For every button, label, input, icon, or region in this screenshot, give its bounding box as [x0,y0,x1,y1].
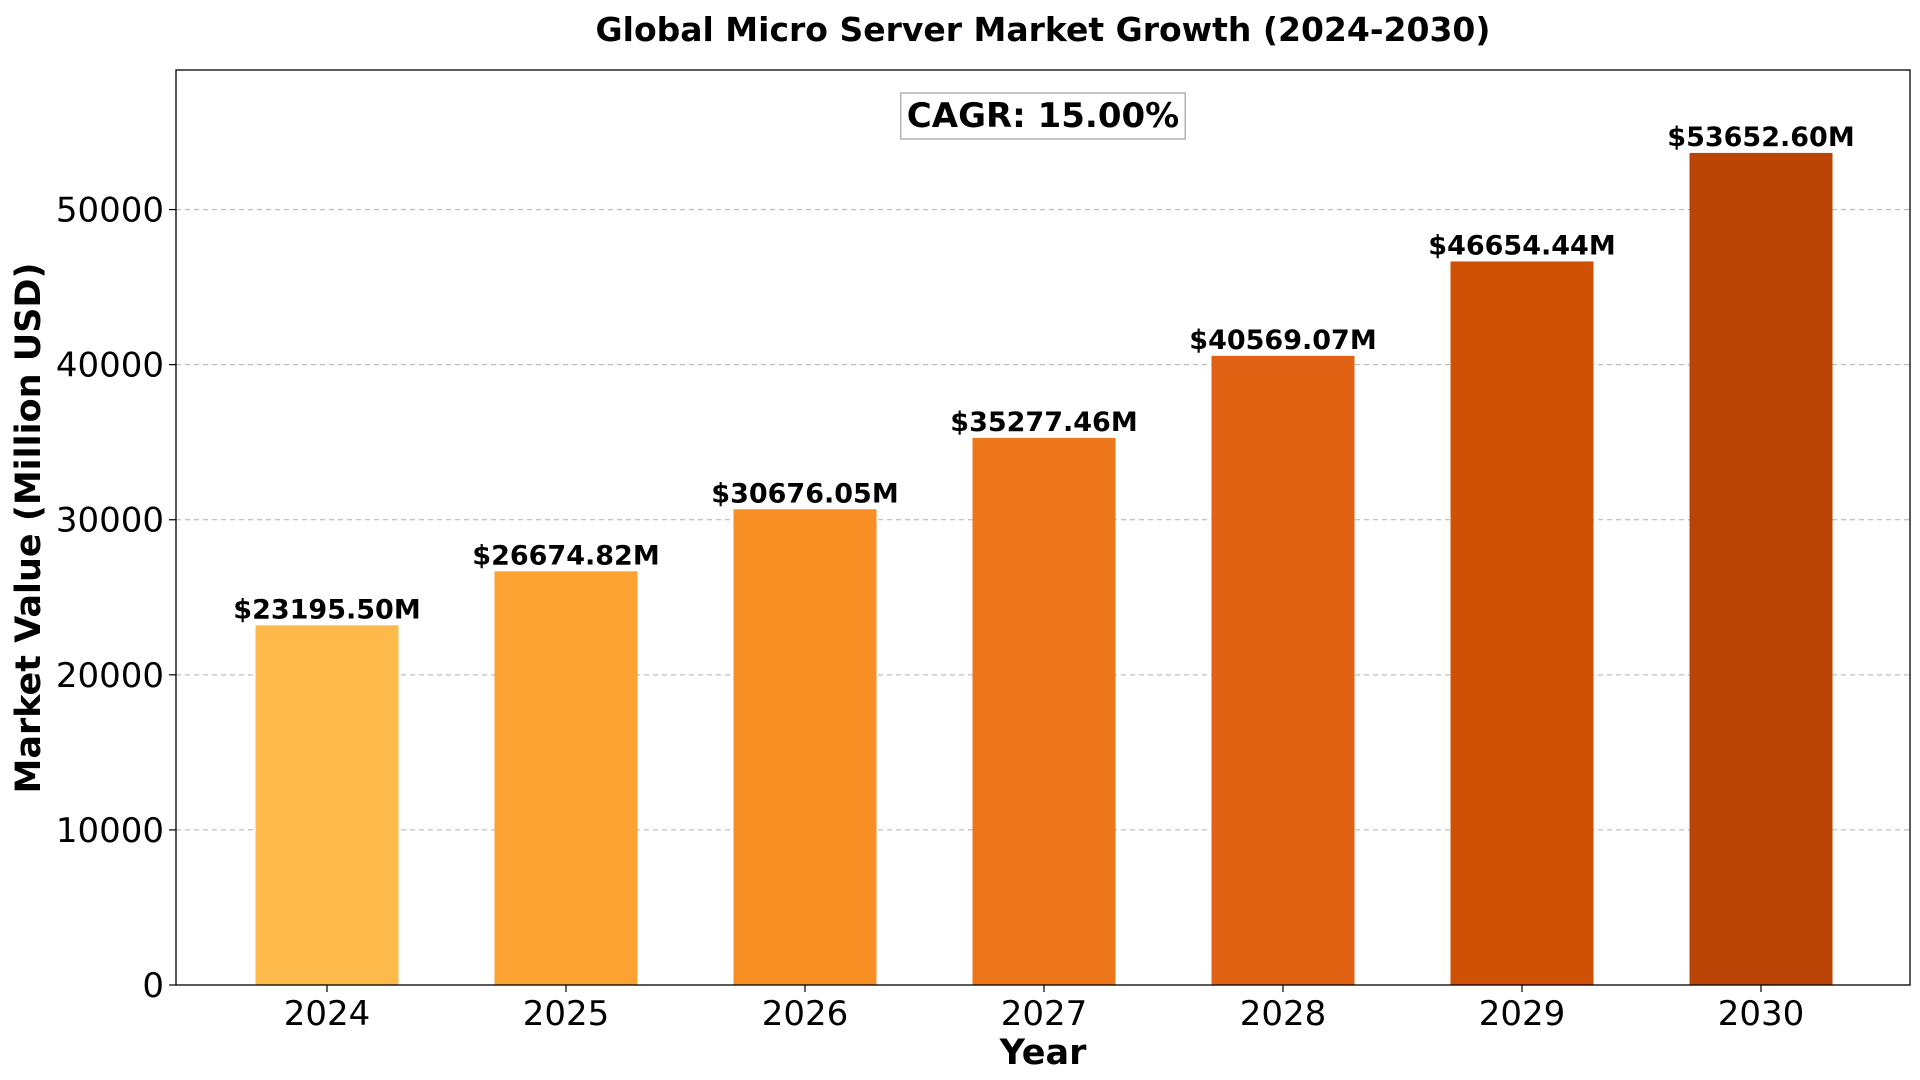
bar [494,571,638,985]
y-tick-label: 10000 [56,811,164,851]
y-tick-label: 30000 [56,501,164,541]
cagr-annotation-text: CAGR: 15.00% [907,96,1179,136]
x-axis-ticks: 2024 2025 2026 2027 2028 2029 2030 [284,985,1805,1034]
y-tick-label: 20000 [56,656,164,696]
x-tick-label: 2025 [523,994,610,1034]
plot-frame [175,69,1911,986]
bar [733,509,877,985]
bar-data-label: $46654.44M [1428,230,1615,261]
x-axis-label: Year [999,1033,1087,1073]
bar [255,625,399,985]
y-axis-ticks: 0 10000 20000 30000 40000 50000 [56,191,176,1006]
cagr-annotation: CAGR: 15.00% [900,92,1186,140]
bars [255,152,1833,986]
bar [1689,152,1833,985]
bar [1450,261,1594,985]
x-tick-label: 2030 [1718,994,1805,1034]
bar-data-label: $30676.05M [711,478,898,509]
chart-title: Global Micro Server Market Growth (2024-… [596,10,1491,49]
bar-data-label: $26674.82M [472,540,659,571]
bar-data-label: $53652.60M [1667,122,1854,153]
y-tick-label: 40000 [56,346,164,386]
y-axis-label: Market Value (Million USD) [9,263,49,794]
bar-data-label: $35277.46M [950,407,1137,438]
y-tick-label: 0 [142,966,164,1006]
x-tick-label: 2029 [1479,994,1566,1034]
x-tick-label: 2026 [762,994,849,1034]
bar [1211,355,1355,986]
data-labels: $23195.50M $26674.82M $30676.05M $35277.46M… [233,122,1854,625]
x-tick-label: 2024 [284,994,371,1034]
x-tick-label: 2028 [1240,994,1327,1034]
bar [972,437,1116,986]
bar-data-label: $23195.50M [233,594,420,625]
x-tick-label: 2027 [1001,994,1088,1034]
y-tick-label: 50000 [56,191,164,231]
bar-data-label: $40569.07M [1189,325,1376,356]
